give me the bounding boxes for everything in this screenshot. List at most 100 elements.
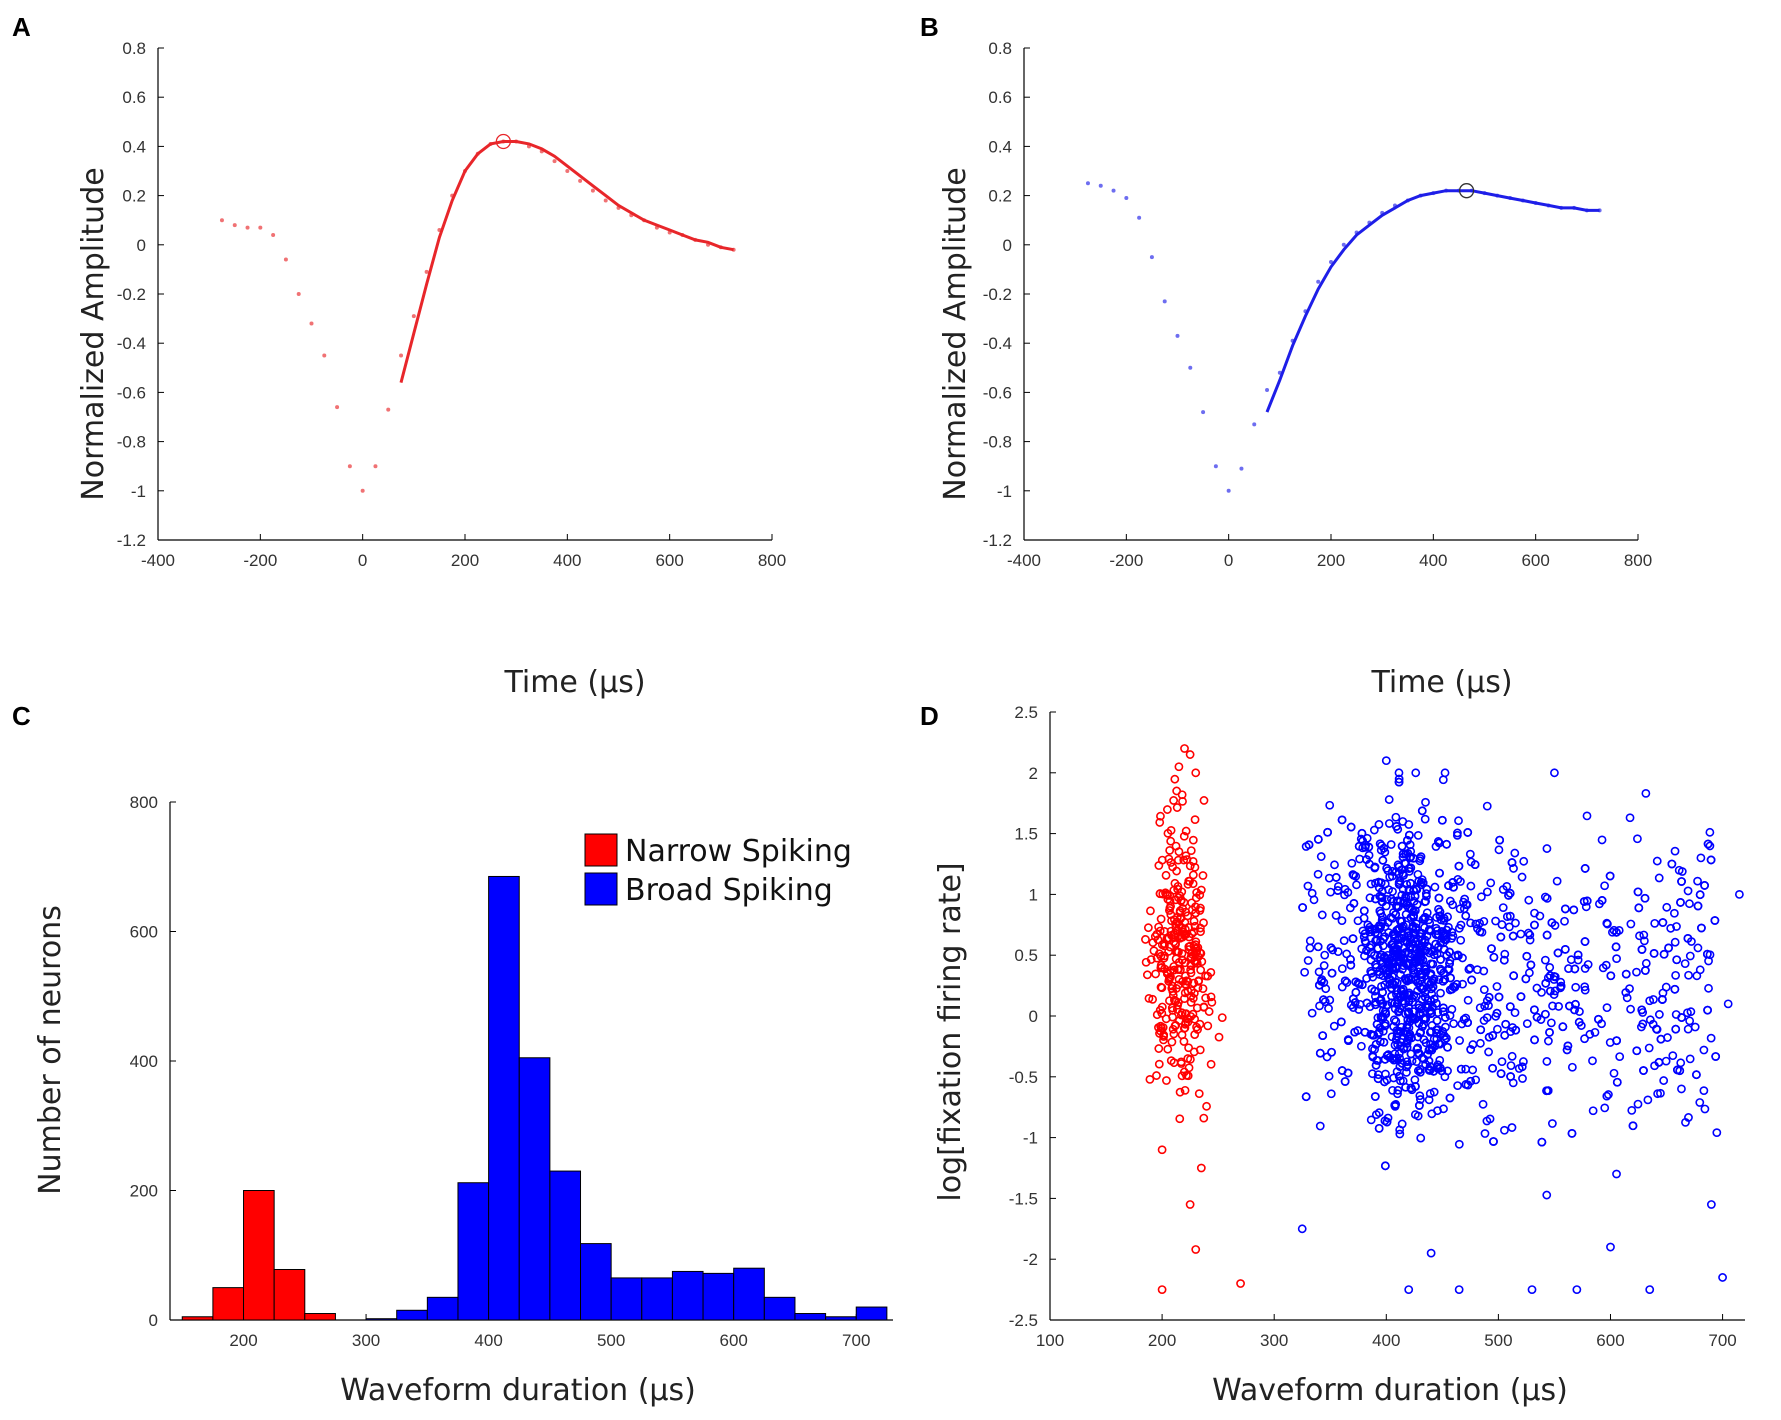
broad-bar [855, 1306, 888, 1321]
broad-point [1494, 992, 1504, 1002]
narrow-point [1199, 918, 1208, 928]
panel-a-y-tick-label: -1 [131, 482, 146, 501]
broad-point [1654, 1057, 1664, 1067]
broad-point [1632, 967, 1641, 977]
broad-point [1350, 998, 1360, 1007]
narrow-point [1179, 1037, 1189, 1046]
panel-d-y-tick-label: -2 [1023, 1250, 1038, 1269]
broad-point [1405, 853, 1415, 863]
panel-d-x-axis-label: Waveform duration (µs) [1212, 1373, 1568, 1408]
broad-point [1410, 891, 1420, 901]
broad-bar [426, 1296, 459, 1321]
broad-point [1502, 881, 1512, 891]
broad-point [1685, 1054, 1695, 1064]
narrow-point [1175, 906, 1185, 916]
broad-point [1527, 1285, 1537, 1294]
panel-c-x-tick-label: 500 [597, 1331, 625, 1350]
narrow-point [1236, 1279, 1245, 1288]
broad-bar [702, 1272, 735, 1321]
narrow-point [1169, 1029, 1179, 1039]
narrow-point [1207, 997, 1217, 1007]
broad-point [1500, 1030, 1510, 1040]
broad-point [1580, 985, 1590, 995]
broad-point [1436, 966, 1446, 976]
broad-point [1484, 992, 1494, 1002]
broad-point [1406, 1083, 1416, 1093]
broad-point [1685, 1016, 1695, 1026]
broad-point [1683, 886, 1693, 896]
broad-point [1705, 841, 1715, 851]
panel-a-y-tick-label: -1.2 [117, 531, 146, 550]
panel-a-y-tick-label: 0.6 [122, 88, 146, 107]
broad-point [1548, 1001, 1557, 1011]
narrow-point [1191, 893, 1201, 903]
narrow-point [1148, 994, 1157, 1004]
broad-point [1550, 768, 1559, 778]
broad-point [1327, 968, 1337, 978]
broad-point [1532, 983, 1542, 993]
narrow-point [1145, 1074, 1155, 1084]
broad-point [1408, 853, 1418, 863]
broad-point [1367, 968, 1376, 978]
broad-point [1391, 910, 1401, 919]
broad-point [1375, 906, 1385, 916]
broad-point [1494, 845, 1504, 855]
broad-point [1640, 966, 1650, 975]
narrow-point [1175, 933, 1185, 943]
broad-point [1547, 918, 1557, 928]
broad-point [1696, 853, 1706, 863]
broad-point [1580, 1034, 1589, 1044]
broad-point [1428, 976, 1438, 986]
broad-point [1570, 1005, 1579, 1015]
broad-point [1371, 936, 1381, 946]
panel-c-x-tick-label: 700 [842, 1331, 870, 1350]
broad-point [1349, 870, 1359, 880]
broad-point [1454, 923, 1464, 933]
broad-point [1625, 813, 1635, 823]
broad-point [1444, 965, 1454, 974]
broad-point [1370, 928, 1380, 938]
narrow-bar [304, 1313, 336, 1321]
broad-point [1507, 1123, 1517, 1132]
broad-point [1475, 1003, 1485, 1013]
broad-point [1325, 800, 1335, 810]
broad-point [1540, 892, 1550, 902]
broad-point [1604, 1090, 1613, 1099]
broad-point [1324, 1071, 1334, 1081]
broad-point [1399, 870, 1408, 880]
narrow-point [1168, 981, 1177, 991]
broad-point [1420, 913, 1430, 922]
broad-point [1427, 1045, 1437, 1055]
broad-point [1394, 880, 1404, 889]
broad-point [1632, 1046, 1642, 1056]
broad-point [1558, 1022, 1568, 1032]
broad-point [1505, 1002, 1515, 1011]
broad-point [1449, 1019, 1459, 1029]
broad-point [1422, 908, 1432, 918]
broad-point [1645, 1285, 1655, 1294]
broad-point [1659, 949, 1669, 959]
panel-a-sample-point [296, 292, 301, 296]
narrow-point [1188, 870, 1198, 880]
panel-b-x-tick-label: 600 [1521, 551, 1549, 570]
broad-point [1693, 901, 1703, 911]
broad-point [1394, 955, 1404, 964]
narrow-point [1160, 941, 1169, 951]
broad-point [1395, 1004, 1405, 1013]
broad-point [1432, 1016, 1442, 1026]
broad-point [1326, 943, 1336, 953]
broad-bar [365, 1318, 398, 1321]
broad-point [1384, 795, 1394, 804]
broad-point [1407, 905, 1417, 915]
narrow-point [1141, 935, 1150, 944]
broad-point [1429, 1087, 1439, 1097]
broad-point [1452, 830, 1462, 840]
panel-b-sample-point [1239, 466, 1244, 471]
broad-point [1343, 887, 1353, 897]
broad-point [1700, 1104, 1710, 1114]
panel-a-sample-point [386, 407, 391, 412]
broad-point [1380, 1054, 1390, 1064]
narrow-point [1189, 988, 1199, 998]
broad-point [1398, 817, 1408, 826]
broad-point [1412, 1057, 1421, 1067]
